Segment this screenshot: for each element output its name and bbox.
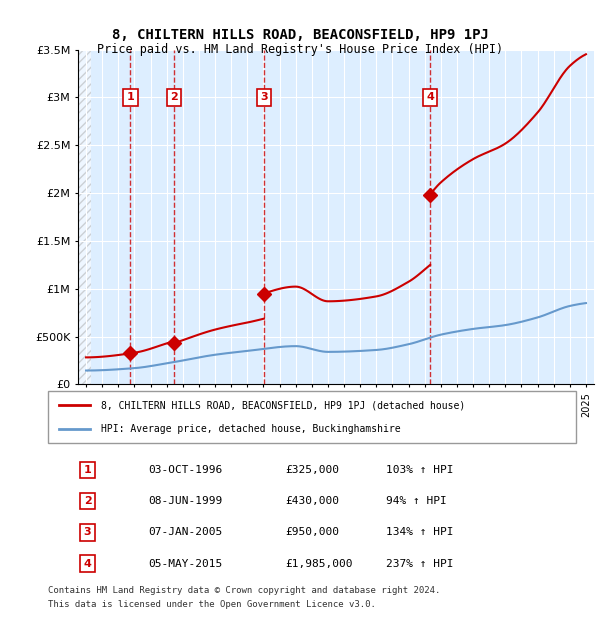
Text: 8, CHILTERN HILLS ROAD, BEACONSFIELD, HP9 1PJ (detached house): 8, CHILTERN HILLS ROAD, BEACONSFIELD, HP… [101, 401, 465, 410]
Text: HPI: Average price, detached house, Buckinghamshire: HPI: Average price, detached house, Buck… [101, 423, 400, 433]
Text: 1: 1 [127, 92, 134, 102]
Text: £1,985,000: £1,985,000 [286, 559, 353, 569]
Text: £325,000: £325,000 [286, 465, 340, 475]
Text: 134% ↑ HPI: 134% ↑ HPI [386, 528, 454, 538]
Text: 2: 2 [84, 496, 91, 506]
Text: 1: 1 [84, 465, 91, 475]
Text: 4: 4 [83, 559, 92, 569]
FancyBboxPatch shape [48, 391, 576, 443]
Text: 3: 3 [84, 528, 91, 538]
Text: 3: 3 [260, 92, 268, 102]
Text: 4: 4 [426, 92, 434, 102]
Text: This data is licensed under the Open Government Licence v3.0.: This data is licensed under the Open Gov… [48, 600, 376, 609]
Text: Contains HM Land Registry data © Crown copyright and database right 2024.: Contains HM Land Registry data © Crown c… [48, 586, 440, 595]
Text: 103% ↑ HPI: 103% ↑ HPI [386, 465, 454, 475]
Text: 94% ↑ HPI: 94% ↑ HPI [386, 496, 446, 506]
Text: 08-JUN-1999: 08-JUN-1999 [148, 496, 223, 506]
Text: 2: 2 [170, 92, 178, 102]
Text: 8, CHILTERN HILLS ROAD, BEACONSFIELD, HP9 1PJ: 8, CHILTERN HILLS ROAD, BEACONSFIELD, HP… [112, 28, 488, 42]
Text: £950,000: £950,000 [286, 528, 340, 538]
Text: 07-JAN-2005: 07-JAN-2005 [148, 528, 223, 538]
Text: 03-OCT-1996: 03-OCT-1996 [148, 465, 223, 475]
Text: £430,000: £430,000 [286, 496, 340, 506]
Text: Price paid vs. HM Land Registry's House Price Index (HPI): Price paid vs. HM Land Registry's House … [97, 43, 503, 56]
Text: 05-MAY-2015: 05-MAY-2015 [148, 559, 223, 569]
Text: 237% ↑ HPI: 237% ↑ HPI [386, 559, 454, 569]
